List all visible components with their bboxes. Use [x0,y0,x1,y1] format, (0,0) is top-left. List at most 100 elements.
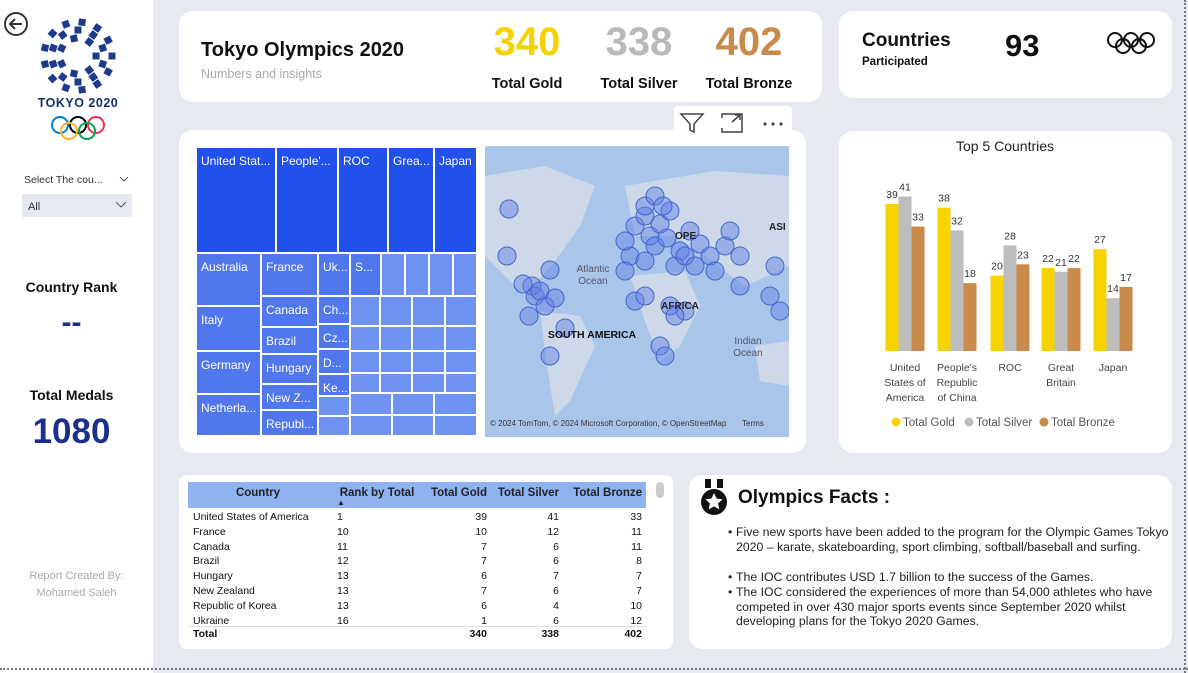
logo-tile [61,19,71,29]
bar-value-label: 38 [938,193,950,205]
bar [963,283,977,351]
table-cell: 11 [631,525,642,538]
treemap-tile: France [261,253,318,296]
bar [1003,245,1017,351]
bar-value-label: 39 [886,189,898,201]
filter-icon[interactable] [678,110,708,136]
treemap-tile [350,393,392,415]
dropdown-chevron [115,201,127,208]
map-label: Indian [734,336,761,347]
map-bubble [655,346,675,366]
x-tick-label: Japan [1098,362,1128,374]
treemap-tile: ROC [338,147,388,253]
treemap-tile [429,253,453,296]
map-bubble [615,231,635,251]
logo-tile [40,43,50,53]
treemap-tile [445,351,477,373]
treemap-tile: Ch... [318,296,350,324]
map-bubble [535,296,555,316]
table-cell: 7 [553,570,559,583]
bar-value-label: 18 [964,268,976,280]
table-cell: New Zealand [193,585,255,597]
treemap-tile: Italy [196,306,261,351]
map-bubble [653,196,673,216]
map-land [625,171,789,286]
table-cell: France [193,525,226,538]
logo-tile [47,28,58,39]
map-bubble [675,246,695,266]
logo-tile [57,30,68,40]
logo-tile [69,34,79,43]
countries-label: Countries [862,30,951,51]
map-label: Ocean [578,276,607,287]
bar-value-label: 41 [899,181,911,193]
map-bubble [625,216,645,236]
table-header: Total Bronze [573,487,642,499]
x-tick-label: United States of America [884,362,926,404]
logo-text: TOKYO 2020 [37,96,119,110]
table-total-bg [188,626,646,642]
x-tick-label: ROC [998,362,1022,374]
table-total: Total [193,628,218,640]
map-bubble [635,206,655,226]
logo-tile [103,35,113,45]
table-cell: 13 [337,599,349,612]
map-label: Terms [742,419,764,428]
table-cell: 33 [630,511,642,523]
bar [911,226,925,351]
header-subtitle: Numbers and insights [201,67,322,81]
medal-icon [701,479,727,515]
table-cell: 13 [337,585,349,597]
treemap-tile: Germany [196,351,261,394]
fact-item: The IOC contributes USD 1.7 billion to t… [728,570,1172,585]
table-cell: 10 [475,525,487,538]
bar-value-label: 17 [1120,272,1132,284]
treemap-tile [412,373,445,393]
map-bubble [670,241,690,261]
map-bubble [555,318,575,338]
x-tick-label: Great Britain [1046,362,1076,389]
logo-tile [98,59,108,69]
table-cell: 10 [337,525,349,538]
kpi-label: Total Gold [491,76,563,92]
kpi-value: 340 [493,20,561,64]
treemap-tile [318,416,350,436]
logo-tile [78,18,86,27]
table-cell: 1 [337,511,343,523]
legend-marker [964,417,974,427]
map-bubble [665,306,685,326]
treemap-tile: Australia [196,253,261,306]
legend-marker [1039,417,1049,427]
map-bubble [660,296,680,316]
back-button[interactable] [2,10,30,38]
slicer-dropdown[interactable]: All [22,194,132,217]
table-cell: 6 [553,585,559,597]
logo-tile [40,59,50,69]
logo-tile [84,65,95,75]
slicer-chevron[interactable] [117,173,131,185]
table-cell: 11 [631,540,642,553]
scrollbar[interactable] [656,482,664,498]
map-bubble [705,261,725,281]
bar-value-label: 23 [1017,249,1029,261]
logo-tile [57,59,67,69]
map-bubble [650,336,670,356]
table-cell: Ukraine [193,614,230,627]
treemap-tile [405,253,429,296]
credit-line: Report Created By: [29,570,124,582]
treemap-tile [350,351,380,373]
logo-tile [48,43,58,53]
slicer-value: All [28,201,41,213]
treemap-tile [392,415,434,436]
focus-icon[interactable] [718,110,748,136]
more-options-icon[interactable] [758,110,788,136]
table-cell: Canada [193,540,230,553]
bar [1041,268,1055,351]
logo-tile [78,85,86,94]
treemap-tile: Grea... [388,147,434,253]
table-header: Total Silver [497,487,559,499]
map-bubble [620,246,640,266]
map-bubble [540,260,560,280]
